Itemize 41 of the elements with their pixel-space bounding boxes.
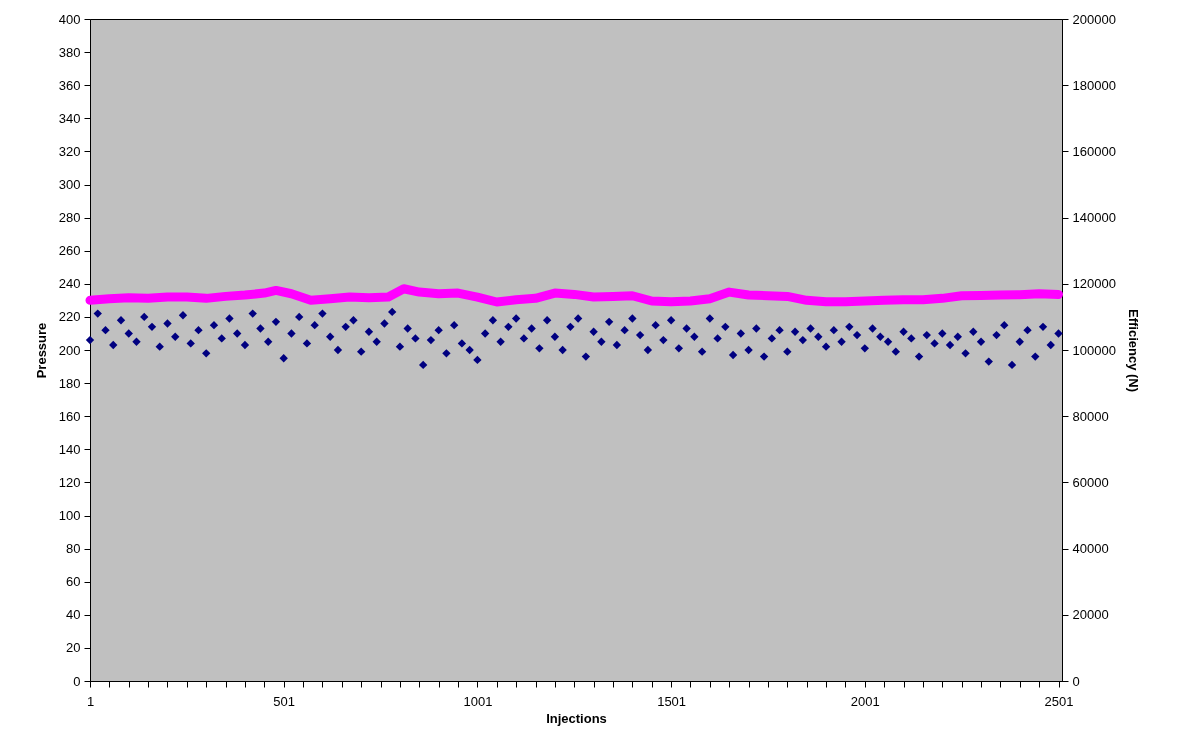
y2-tick-label: 100000 [1072, 342, 1116, 358]
x-tick-label: 501 [273, 693, 296, 709]
y2-tick-label: 80000 [1072, 408, 1109, 424]
y-tick-label: 300 [58, 177, 81, 192]
y-tick-label: 200 [58, 342, 81, 358]
y-tick-label: 160 [58, 408, 81, 424]
y-tick-label: 360 [58, 77, 81, 93]
y-tick-label: 380 [58, 44, 81, 60]
y2-tick-label: 40000 [1072, 541, 1109, 557]
y2-tick-label: 120000 [1072, 276, 1116, 292]
y-tick-label: 280 [58, 210, 81, 226]
y-tick-label: 220 [58, 309, 81, 325]
x-tick-label: 2001 [850, 693, 880, 709]
y-tick-label: 40 [66, 607, 81, 623]
y-tick-label: 260 [58, 243, 81, 259]
y2-tick-label: 60000 [1072, 474, 1109, 490]
y-tick-label: 340 [58, 110, 81, 126]
x-tick-label: 1001 [463, 693, 493, 709]
x-tick-label: 1 [86, 693, 95, 709]
y2-tick-label: 140000 [1072, 210, 1116, 226]
x-tick-label: 2501 [1044, 693, 1074, 709]
y-tick-label: 320 [58, 143, 81, 159]
y-tick-label: 80 [66, 541, 81, 557]
y2-tick-label: 20000 [1072, 607, 1109, 623]
y-tick-label: 180 [58, 375, 81, 391]
x-axis-title: Injections [546, 710, 607, 726]
y-tick-label: 0 [73, 673, 81, 689]
y-tick-label: 20 [66, 640, 81, 656]
y-axis-title: Pressure [33, 322, 49, 379]
y2-tick-label: 200000 [1072, 11, 1116, 27]
y-tick-label: 240 [58, 276, 81, 292]
y-tick-label: 100 [58, 508, 81, 523]
y2-tick-label: 180000 [1072, 77, 1116, 93]
y-tick-label: 400 [58, 11, 81, 27]
y2-axis-title: Efficiency (N) [1125, 308, 1141, 393]
y2-tick-label: 0 [1072, 673, 1080, 689]
y2-tick-label: 160000 [1072, 143, 1116, 159]
y-tick-label: 140 [58, 441, 81, 457]
y-tick-label: 60 [66, 574, 81, 590]
x-tick-label: 1501 [657, 693, 687, 709]
y-tick-label: 120 [58, 474, 81, 490]
